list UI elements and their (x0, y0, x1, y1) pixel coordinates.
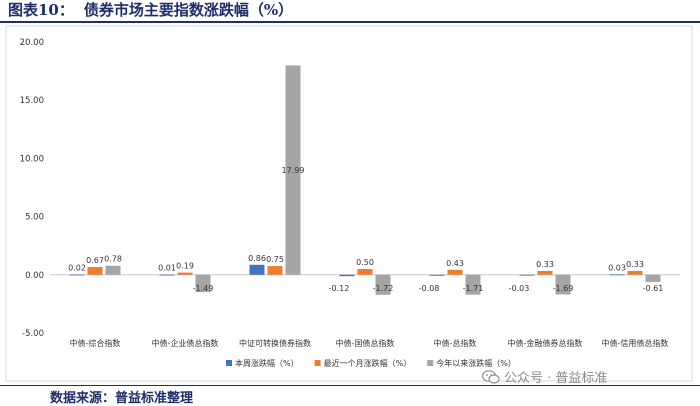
bar-s2-c5 (555, 274, 571, 295)
bar-chart: -5.00 0.00 5.00 10.00 15.00 20.00 0.020.67 0.78… (5, 25, 693, 382)
wechat-icon (482, 369, 500, 384)
x-category-label-5: 中债-金融债券总指数 (508, 338, 583, 348)
chart-frame (5, 25, 693, 382)
y-tick-label-1: 0.00 (25, 271, 44, 281)
top-rule (0, 21, 700, 23)
bar-s2-c0 (105, 265, 121, 275)
data-label-s2-c1: -1.49 (193, 284, 214, 293)
y-tick-label-3: 10.00 (20, 154, 44, 164)
data-label-s2-c3: -1.72 (373, 284, 394, 293)
y-tick-label-2: 5.00 (25, 213, 44, 223)
bar-s2-c6 (645, 274, 661, 282)
data-label-s0-c3: -0.12 (329, 284, 350, 293)
y-tick-label-5: 20.00 (20, 38, 44, 48)
bar-s2-c3 (375, 274, 391, 295)
x-category-label-0: 中债-综合指数 (70, 338, 121, 348)
bar-s2-c2 (285, 65, 301, 275)
bar-s1-c0 (87, 267, 103, 275)
x-category-label-4: 中债-总指数 (434, 338, 477, 348)
legend-swatch-1 (314, 360, 321, 366)
data-label-s2-c4: -1.71 (463, 284, 484, 293)
legend-swatch-0 (226, 360, 232, 366)
x-category-label-1: 中债-企业债总指数 (152, 338, 219, 348)
legend-label-2: 今年以来涨跌幅（%） (436, 358, 516, 368)
bar-s0-c6 (609, 274, 625, 276)
x-category-label-3: 中债-国债总指数 (336, 338, 395, 348)
data-label-s2-c6: -0.61 (643, 284, 664, 293)
bar-s0-c1 (159, 274, 175, 276)
data-label-s1-c1: 0.19 (176, 262, 194, 271)
data-label-s1-c0: 0.67 (86, 256, 104, 265)
data-label-s1-c6: 0.33 (626, 260, 644, 269)
data-label-s0-c4: -0.08 (419, 284, 440, 293)
data-label-s2-c0: 0.78 (104, 255, 122, 264)
legend-swatch-2 (427, 360, 434, 366)
bar-s2-c1 (195, 274, 211, 293)
data-label-s1-c4: 0.43 (446, 259, 464, 268)
data-label-s2-c2: 17.99 (282, 166, 305, 175)
bar-s1-c2 (267, 266, 283, 275)
bar-s1-c1 (177, 272, 193, 275)
y-tick-label-0: -5.00 (22, 329, 44, 339)
y-tick-label-4: 15.00 (20, 96, 44, 106)
bar-s1-c3 (357, 268, 373, 275)
figure-title-text: 债券市场主要指数涨跌幅（%） (83, 1, 294, 19)
data-label-s1-c5: 0.33 (536, 260, 554, 269)
data-label-s0-c5: -0.03 (509, 284, 530, 293)
bar-s0-c5 (519, 274, 535, 276)
bottom-rule (0, 385, 700, 386)
bar-s2-c4 (465, 274, 481, 295)
legend-label-0: 本周涨跌幅（%） (235, 358, 299, 368)
figure-label: 图表10： (8, 1, 74, 19)
data-label-s0-c1: 0.01 (158, 264, 176, 273)
bar-s0-c0 (69, 274, 85, 276)
data-source: 数据来源：普益标准整理 (50, 391, 194, 406)
bar-s0-c4 (429, 274, 445, 276)
legend-label-1: 最近一个月涨跌幅（%） (324, 358, 412, 368)
x-category-label-2: 中证可转换债券指数 (239, 338, 311, 348)
watermark-text: 公众号 · 普益标准 (504, 371, 608, 386)
x-category-label-6: 中债-信用债总指数 (602, 338, 669, 348)
data-label-s2-c5: -1.69 (553, 284, 574, 293)
bar-s1-c5 (537, 270, 553, 275)
data-label-s1-c2: 0.75 (266, 255, 284, 264)
bar-s1-c6 (627, 270, 643, 275)
data-label-s1-c3: 0.50 (356, 258, 374, 267)
data-label-s0-c6: 0.03 (608, 263, 626, 272)
watermark: 公众号 · 普益标准 (482, 367, 607, 386)
bar-s0-c3 (339, 274, 355, 277)
bar-s1-c4 (447, 269, 463, 275)
data-label-s0-c0: 0.02 (68, 264, 86, 273)
bar-s0-c2 (249, 264, 265, 275)
figure-title: 图表10： 债券市场主要指数涨跌幅（%） (8, 0, 293, 20)
data-label-s0-c2: 0.86 (248, 254, 266, 263)
